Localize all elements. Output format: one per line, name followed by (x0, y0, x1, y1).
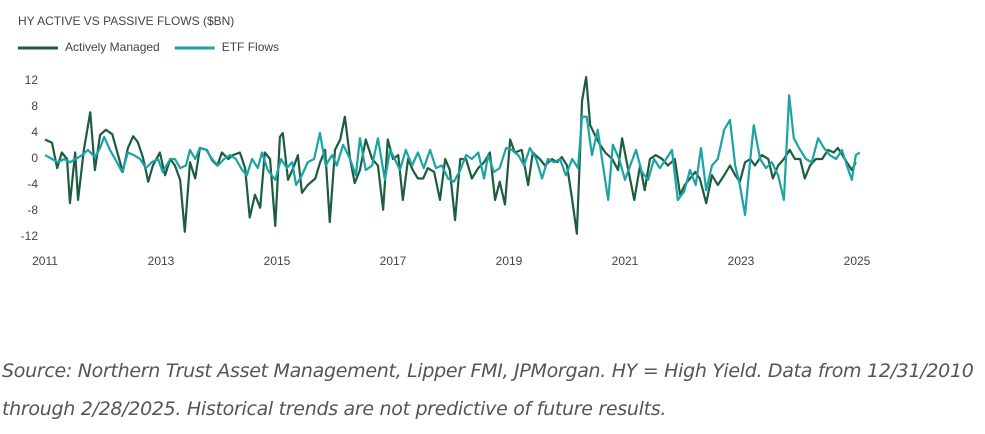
y-tick-label: 8 (31, 99, 38, 113)
x-tick-label: 2015 (264, 254, 291, 268)
chart: HY ACTIVE VS PASSIVE FLOWS ($BN) -12 -8 -4… (18, 14, 871, 268)
chart-title: HY ACTIVE VS PASSIVE FLOWS ($BN) (18, 14, 234, 28)
series-line (44, 94, 861, 216)
x-tick-label: 2011 (32, 254, 58, 268)
y-tick-label: 0 (31, 151, 38, 165)
y-tick-label: 4 (31, 125, 38, 139)
footnote: Source: Northern Trust Asset Management,… (2, 360, 974, 420)
series-line (44, 76, 857, 235)
y-tick-label: -4 (27, 177, 38, 191)
x-tick-label: 2019 (496, 254, 523, 268)
legend-label: ETF Flows (222, 40, 279, 54)
x-tick-label: 2017 (380, 254, 407, 268)
y-tick-label: 12 (25, 73, 39, 87)
y-tick-label: -12 (21, 229, 39, 243)
x-tick-label: 2023 (728, 254, 755, 268)
x-tick-label: 2013 (148, 254, 175, 268)
legend-label: Actively Managed (65, 40, 160, 54)
x-tick-label: 2021 (612, 254, 639, 268)
x-tick-label: 2025 (844, 254, 871, 268)
y-tick-label: -8 (27, 203, 38, 217)
